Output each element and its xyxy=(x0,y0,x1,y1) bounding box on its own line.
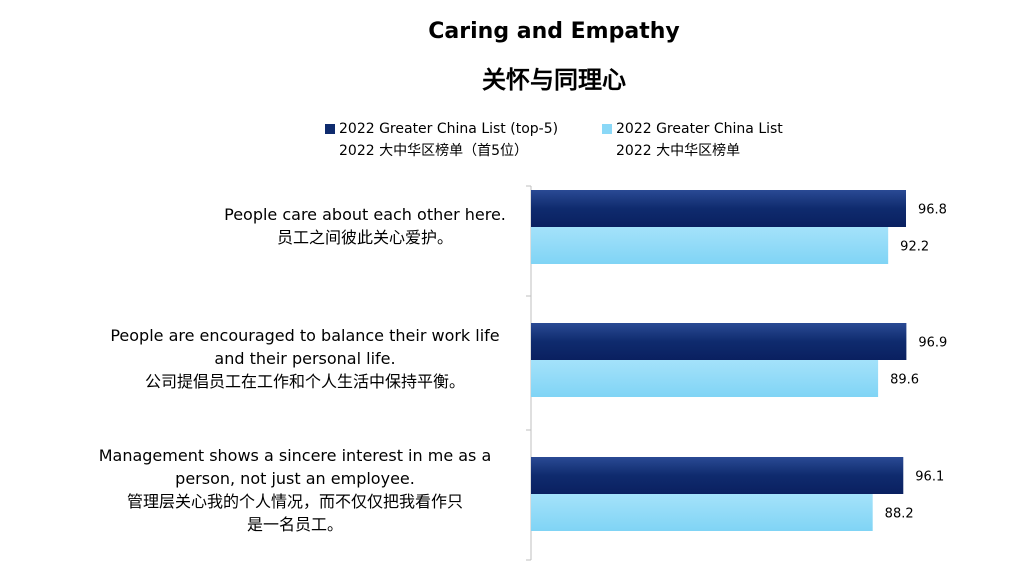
data-label-series1-cat2: 96.9 xyxy=(918,336,947,351)
category-label-line: 员工之间彼此关心爱护。 xyxy=(276,228,453,247)
legend-label-top5-zh: 2022 大中华区榜单（首5位） xyxy=(339,143,528,159)
data-label-series2-cat1: 92.2 xyxy=(900,240,929,255)
legend-label-top5: 2022 Greater China List (top-5) xyxy=(339,121,559,137)
bar-series2-cat1 xyxy=(531,227,889,264)
bar-series1-cat3 xyxy=(531,457,904,494)
legend-label-list: 2022 Greater China List xyxy=(616,121,783,137)
category-label-3: Management shows a sincere interest in m… xyxy=(70,444,520,536)
category-label-line: and their personal life. xyxy=(214,349,396,368)
bar-series1-cat2 xyxy=(531,323,907,360)
category-label-line: person, not just an employee. xyxy=(175,469,415,488)
data-label-series2-cat2: 89.6 xyxy=(890,373,919,388)
category-label-line: People are encouraged to balance their w… xyxy=(110,326,500,345)
category-label-line: People care about each other here. xyxy=(224,205,506,224)
bar-series2-cat3 xyxy=(531,494,873,531)
data-label-series2-cat3: 88.2 xyxy=(885,507,914,522)
category-label-line: Management shows a sincere interest in m… xyxy=(98,446,492,465)
data-label-series1-cat1: 96.8 xyxy=(918,203,947,218)
category-label-line: 是一名员工。 xyxy=(246,515,343,534)
legend-label-list-zh: 2022 大中华区榜单 xyxy=(616,143,741,159)
data-label-series1-cat3: 96.1 xyxy=(915,470,944,485)
bar-series2-cat2 xyxy=(531,360,879,397)
legend-swatch-top5 xyxy=(325,124,335,134)
chart-title: Caring and Empathy xyxy=(428,19,680,44)
category-label-2: People are encouraged to balance their w… xyxy=(90,324,520,393)
legend-swatch-list xyxy=(602,124,612,134)
bar-series1-cat1 xyxy=(531,190,906,227)
category-label-line: 管理层关心我的个人情况，而不仅仅把我看作只 xyxy=(126,492,463,511)
category-label-line: 公司提倡员工在工作和个人生活中保持平衡。 xyxy=(144,372,465,391)
chart-subtitle: 关怀与同理心 xyxy=(482,66,626,94)
category-label-1: People care about each other here. 员工之间彼此… xyxy=(200,203,530,249)
